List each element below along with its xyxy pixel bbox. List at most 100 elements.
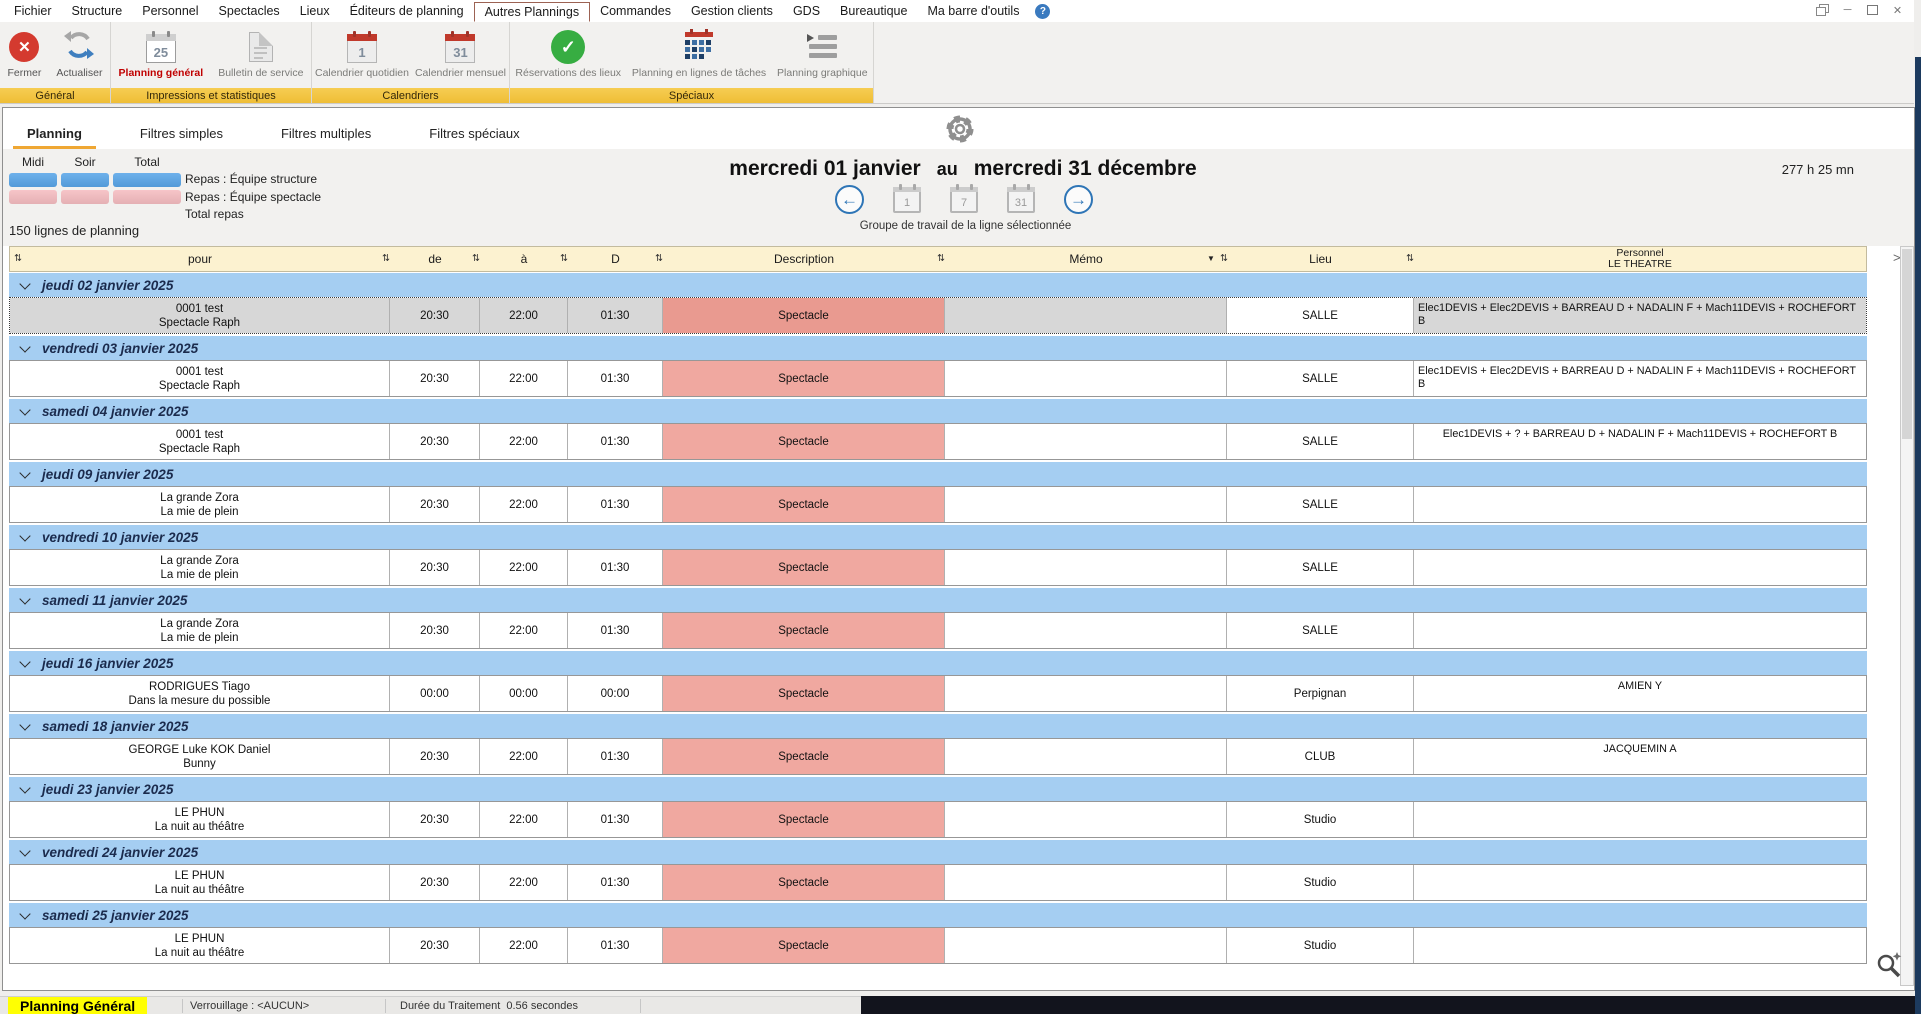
group-header-row[interactable]: samedi 04 janvier 2025 [9,399,1867,423]
menu-item-commandes[interactable]: Commandes [600,4,671,18]
menu-item-fichier[interactable]: Fichier [14,4,52,18]
cell-de: 20:30 [390,487,480,522]
menu-item-ma-barre-d-outils[interactable]: Ma barre d'outils [927,4,1020,18]
menu-item-personnel[interactable]: Personnel [142,4,199,18]
table-row[interactable]: RODRIGUES Tiago Dans la mesure du possibl… [9,675,1867,712]
table-row[interactable]: La grande Zora La mie de plein 20:30 22:00 0… [9,549,1867,586]
menu-item-lieux[interactable]: Lieux [299,4,330,18]
filter-funnel-icon[interactable]: ▼ [1207,254,1215,263]
nav-week-button[interactable]: 7 [950,186,978,213]
tab-filtres-multiples[interactable]: Filtres multiples [280,126,372,141]
tab-planning[interactable]: Planning [13,117,96,149]
tab-filtres-sp-ciaux[interactable]: Filtres spéciaux [429,126,520,141]
column-header-lieu[interactable]: Lieu [1309,252,1332,266]
legend-bar [9,190,57,204]
cell-d: 01:30 [568,487,663,522]
cell-a: 00:00 [480,676,568,711]
table-row[interactable]: La grande Zora La mie de plein 20:30 22:00 0… [9,486,1867,523]
column-header-de[interactable]: de [428,252,442,266]
zoom-magnifier-icon[interactable] [1875,951,1903,984]
date-to[interactable]: mercredi 31 décembre [973,157,1197,180]
group-header-row[interactable]: samedi 18 janvier 2025 [9,714,1867,738]
menu-item-structure[interactable]: Structure [71,4,123,18]
table-row[interactable]: LE PHUN La nuit au théâtre 20:30 22:00 01:30… [9,801,1867,838]
total-hours: 277 h 25 mn [1781,162,1854,177]
cell-personnel [1414,550,1866,585]
ribbon-button-planning-graphique[interactable]: Planning graphique [777,22,868,88]
scrollbar-thumb[interactable] [1902,249,1912,439]
ribbon-button-r-servations-des-lieux[interactable]: ✓ Réservations des lieux [515,22,621,88]
column-header-m-mo[interactable]: Mémo [1069,252,1103,266]
nav-day-button[interactable]: 1 [893,186,921,213]
table-row[interactable]: GEORGE Luke KOK Daniel Bunny 20:30 22:00 01:… [9,738,1867,775]
table-row[interactable]: LE PHUN La nuit au théâtre 20:30 22:00 01:30… [9,864,1867,901]
column-header-d[interactable]: D [611,252,620,266]
nav-month-button[interactable]: 31 [1007,186,1035,213]
table-row[interactable]: La grande Zora La mie de plein 20:30 22:00 0… [9,612,1867,649]
sort-icon[interactable]: ⇅ [655,253,663,264]
vertical-scrollbar[interactable] [1900,246,1914,986]
cell-description: Spectacle [663,550,945,585]
ribbon-button-calendrier-mensuel[interactable]: 31 Calendrier mensuel [415,22,506,88]
sort-icon[interactable]: ⇅ [472,253,480,264]
cell-pour: GEORGE Luke KOK Daniel Bunny [10,739,390,774]
group-header-row[interactable]: samedi 11 janvier 2025 [9,588,1867,612]
tab-filtres-simples[interactable]: Filtres simples [139,126,223,141]
nav-previous-button[interactable]: ← [835,185,864,214]
sort-icon[interactable]: ⇅ [1406,253,1414,264]
sort-icon[interactable]: ⇅ [382,253,390,264]
sort-icon[interactable]: ⇅ [937,253,945,264]
cell-description: Spectacle [663,487,945,522]
ribbon-button-actualiser[interactable]: Actualiser [56,22,102,88]
nav-next-button[interactable]: → [1064,185,1093,214]
ribbon-button-fermer[interactable]: ✕ Fermer [8,22,41,88]
cell-memo [945,487,1227,522]
sort-icon[interactable]: ⇅ [560,253,568,264]
restore-window-icon[interactable] [1816,4,1829,16]
maximize-icon[interactable] [1866,4,1879,16]
ribbon-group-calendriers: 1 Calendrier quotidien 31 Calendrier mensue… [312,22,510,103]
group-header-row[interactable]: samedi 25 janvier 2025 [9,903,1867,927]
menu-item-gestion-clients[interactable]: Gestion clients [690,4,773,18]
group-header-row[interactable]: vendredi 10 janvier 2025 [9,525,1867,549]
column-header-description[interactable]: Description [773,252,835,266]
ribbon-button-bulletin-de-service[interactable]: Bulletin de service [218,22,303,88]
cell-lieu: Studio [1227,802,1414,837]
table-row[interactable]: 0001 test Spectacle Raph 20:30 22:00 01:30 Sp… [9,360,1867,397]
help-icon[interactable]: ? [1035,3,1051,19]
menu-item-autres-plannings[interactable]: Autres Plannings [473,2,591,22]
group-header-row[interactable]: jeudi 23 janvier 2025 [9,777,1867,801]
cell-de: 20:30 [390,361,480,396]
settings-gear-icon[interactable] [943,112,977,151]
column-header-[interactable]: à [520,252,528,266]
menu-item-bureautique[interactable]: Bureautique [840,4,908,18]
menu-item-diteurs-de-planning[interactable]: Éditeurs de planning [349,4,464,18]
column-header-pour[interactable]: pour [187,252,213,266]
sort-icon[interactable]: ⇅ [1220,253,1228,264]
column-header-personnel[interactable]: Personnel LE THEATRE [1608,247,1672,270]
cell-memo [945,424,1227,459]
table-row[interactable]: LE PHUN La nuit au théâtre 20:30 22:00 01:30… [9,927,1867,964]
menu-item-gds[interactable]: GDS [792,4,821,18]
table-row[interactable]: 0001 test Spectacle Raph 20:30 22:00 01:30 Sp… [9,297,1867,334]
column-scroll-right-icon[interactable]: > [1893,250,1901,265]
date-from[interactable]: mercredi 01 janvier [729,157,921,180]
group-header-row[interactable]: jeudi 16 janvier 2025 [9,651,1867,675]
close-window-icon[interactable]: ✕ [1892,4,1903,17]
cell-lieu: Studio [1227,928,1414,963]
ribbon-button-calendrier-quotidien[interactable]: 1 Calendrier quotidien [315,22,409,88]
legend-label-total-repas: Total repas [185,207,244,221]
cell-d: 01:30 [568,613,663,648]
ribbon-button-planning-en-lignes-de-t-ches[interactable]: Planning en lignes de tâches [632,22,766,88]
minimize-icon[interactable]: ─ [1843,4,1852,16]
ribbon-button-planning-g-n-ral[interactable]: 25 Planning général [119,22,203,88]
menu-item-spectacles[interactable]: Spectacles [218,4,280,18]
legend-bar [61,173,109,187]
table-row[interactable]: 0001 test Spectacle Raph 20:30 22:00 01:30 Sp… [9,423,1867,460]
cell-a: 22:00 [480,424,568,459]
group-header-row[interactable]: vendredi 03 janvier 2025 [9,336,1867,360]
group-header-row[interactable]: jeudi 02 janvier 2025 [9,273,1867,297]
group-header-row[interactable]: vendredi 24 janvier 2025 [9,840,1867,864]
group-header-row[interactable]: jeudi 09 janvier 2025 [9,462,1867,486]
sort-icon[interactable]: ⇅ [14,253,22,264]
